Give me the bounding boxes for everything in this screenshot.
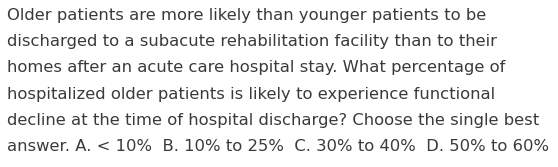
Text: discharged to a subacute rehabilitation facility than to their: discharged to a subacute rehabilitation … [7,34,497,49]
Text: answer. A. < 10%  B. 10% to 25%  C. 30% to 40%  D. 50% to 60%: answer. A. < 10% B. 10% to 25% C. 30% to… [7,139,549,154]
Text: homes after an acute care hospital stay. What percentage of: homes after an acute care hospital stay.… [7,60,506,75]
Text: Older patients are more likely than younger patients to be: Older patients are more likely than youn… [7,8,487,23]
Text: decline at the time of hospital discharge? Choose the single best: decline at the time of hospital discharg… [7,113,540,128]
Text: hospitalized older patients is likely to experience functional: hospitalized older patients is likely to… [7,87,496,102]
